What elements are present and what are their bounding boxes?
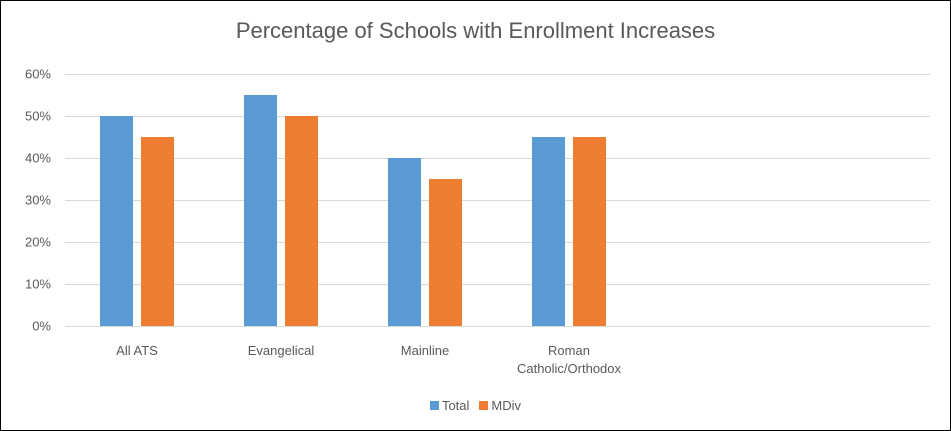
gridlines: [65, 74, 930, 327]
x-axis-category-labels: All ATS Evangelical Mainline Roman Catholic/…: [116, 343, 621, 376]
bar-mdiv-1[interactable]: [285, 116, 318, 326]
y-tick-label: 0%: [32, 319, 51, 334]
x-category-label: Mainline: [401, 343, 449, 358]
legend-item-mdiv[interactable]: MDiv: [479, 398, 521, 413]
y-tick-label: 50%: [25, 109, 51, 124]
legend-label-total: Total: [441, 398, 470, 413]
bar-total-2[interactable]: [388, 158, 421, 326]
y-tick-label: 30%: [25, 193, 51, 208]
bar-mdiv-3[interactable]: [573, 137, 606, 326]
y-tick-label: 40%: [25, 151, 51, 166]
chart-legend: Total MDiv: [0, 398, 951, 413]
bar-mdiv-0[interactable]: [141, 137, 174, 326]
bar-total-1[interactable]: [244, 95, 277, 326]
y-tick-label: 20%: [25, 235, 51, 250]
x-category-label: Roman Catholic/Orthodox: [517, 343, 622, 376]
legend-swatch-mdiv: [479, 401, 489, 410]
y-tick-label: 60%: [25, 67, 51, 82]
y-axis-tick-labels: 0% 10% 20% 30% 40% 50% 60%: [25, 67, 51, 334]
legend-swatch-total: [429, 401, 439, 410]
legend-item-total[interactable]: Total: [429, 398, 470, 413]
y-tick-label: 10%: [25, 277, 51, 292]
bars: [100, 95, 606, 326]
legend-label-mdiv: MDiv: [491, 398, 522, 413]
bar-total-0[interactable]: [100, 116, 133, 326]
x-category-label: Evangelical: [248, 343, 315, 358]
bar-total-3[interactable]: [532, 137, 565, 326]
x-category-label: All ATS: [116, 343, 158, 358]
bar-mdiv-2[interactable]: [429, 179, 462, 326]
chart-title: Percentage of Schools with Enrollment In…: [235, 18, 716, 43]
